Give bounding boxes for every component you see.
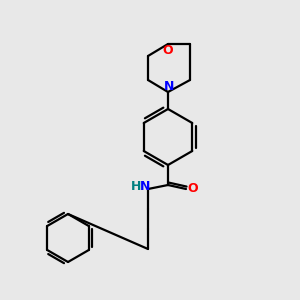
Text: H: H [131,181,141,194]
Text: O: O [163,44,173,58]
Text: O: O [188,182,198,196]
Text: N: N [140,181,150,194]
Text: N: N [164,80,174,94]
